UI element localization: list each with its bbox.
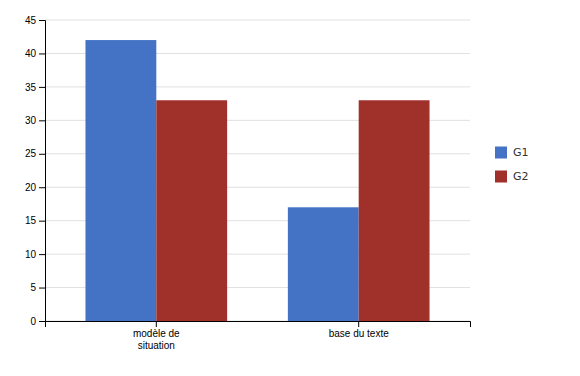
x-tick-label: base du texte [329,328,389,339]
y-tick: 0 [30,316,45,327]
x-tick-mark [156,321,157,327]
grid [45,20,470,321]
y-tick-mark [39,187,45,188]
x-tick: modèle desituation [133,321,180,351]
x-tick: base du texte [329,321,389,339]
y-tick-mark [39,254,45,255]
y-tick-label: 0 [30,316,36,327]
y-tick: 30 [25,115,45,126]
y-tick-label: 10 [25,249,37,260]
y-tick-mark [39,321,45,322]
y-tick-mark [39,221,45,222]
y-tick-label: 45 [25,15,37,26]
bar-series [85,40,358,321]
bar [156,100,227,321]
y-tick-label: 35 [25,82,37,93]
y-axis: 0 5 10 15 20 25 30 35 40 45 [25,15,46,327]
y-tick-label: 30 [25,115,37,126]
y-tick-mark [39,20,45,21]
legend: G1 G2 [495,146,529,183]
y-tick-label: 5 [30,282,36,293]
legend-item: G1 [495,146,529,159]
y-tick: 15 [25,215,45,226]
y-tick: 20 [25,182,45,193]
legend-label: G1 [513,146,529,159]
y-tick: 35 [25,82,45,93]
y-tick: 25 [25,148,45,159]
x-tick-label: modèle desituation [133,328,180,351]
y-axis-line [39,21,46,322]
bar [288,207,359,321]
x-tick-label-line: situation [138,340,175,351]
y-tick-mark [39,154,45,155]
bars [85,40,429,321]
y-tick: 5 [30,282,45,293]
y-tick-label: 40 [25,48,37,59]
legend-label: G2 [513,170,529,183]
y-tick: 40 [25,48,45,59]
y-tick-mark [39,120,45,121]
x-tick-label-line: base du texte [329,328,389,339]
x-tick-label-line: modèle de [133,328,180,339]
y-tick: 10 [25,249,45,260]
y-tick-mark [39,288,45,289]
legend-swatch [495,171,507,183]
y-tick-label: 20 [25,182,37,193]
y-tick-label: 25 [25,148,37,159]
y-tick: 45 [25,15,45,26]
y-tick-mark [39,87,45,88]
x-axis: modèle desituation base du texte [46,321,471,351]
y-tick-mark [39,53,45,54]
plot: 0 5 10 15 20 25 30 35 40 45 modèle desituation base… [25,15,471,351]
legend-swatch [495,147,507,159]
chart: 0 5 10 15 20 25 30 35 40 45 modèle desituation base… [0,0,580,376]
legend-item: G2 [495,170,529,183]
bar [85,40,156,321]
x-axis-line [46,322,471,328]
y-tick-label: 15 [25,215,37,226]
x-tick-mark [358,321,359,327]
bar [359,100,430,321]
grid-line [45,20,470,21]
bar-series [156,100,429,321]
